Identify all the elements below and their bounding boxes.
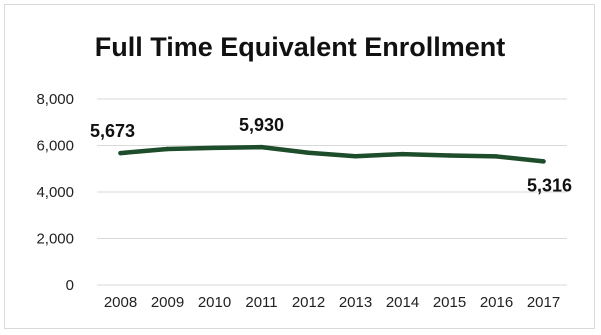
x-axis-ticks: 2008 2009 2010 2011 2012 2013 2014 2015 2016 2017 — [104, 294, 560, 311]
data-label: 5,316 — [527, 175, 572, 195]
data-point — [400, 151, 405, 157]
data-point — [353, 153, 358, 159]
y-axis-ticks: 0 2,000 4,000 6,000 8,000 — [36, 91, 74, 294]
x-tick-label: 2014 — [386, 294, 419, 311]
data-point — [541, 159, 546, 164]
gridlines — [97, 98, 567, 286]
y-tick-label: 6,000 — [36, 138, 74, 155]
x-tick-label: 2009 — [151, 294, 184, 311]
y-tick-label: 2,000 — [36, 231, 74, 248]
data-point — [306, 150, 311, 155]
x-tick-label: 2008 — [104, 294, 137, 311]
chart-frame — [4, 4, 595, 329]
data-label: 5,673 — [90, 121, 135, 141]
x-tick-label: 2016 — [480, 294, 513, 311]
data-point — [494, 154, 499, 159]
y-tick-label: 0 — [66, 277, 74, 294]
data-point — [212, 145, 217, 151]
data-labels: 5,673 5,930 5,316 — [90, 115, 572, 195]
data-point — [118, 150, 123, 156]
data-label: 5,930 — [239, 115, 284, 135]
x-tick-label: 2017 — [527, 294, 560, 311]
x-tick-label: 2015 — [433, 294, 466, 311]
x-tick-label: 2013 — [339, 294, 372, 311]
series-group — [118, 144, 546, 164]
chart-title: Full Time Equivalent Enrollment — [95, 32, 506, 62]
x-tick-label: 2012 — [292, 294, 325, 311]
y-tick-label: 8,000 — [36, 91, 74, 108]
data-point — [259, 144, 264, 150]
y-tick-label: 4,000 — [36, 184, 74, 201]
data-point — [447, 153, 452, 158]
x-tick-label: 2011 — [245, 294, 277, 311]
data-point — [165, 146, 170, 152]
series-line — [118, 144, 546, 164]
x-tick-label: 2010 — [198, 294, 231, 311]
